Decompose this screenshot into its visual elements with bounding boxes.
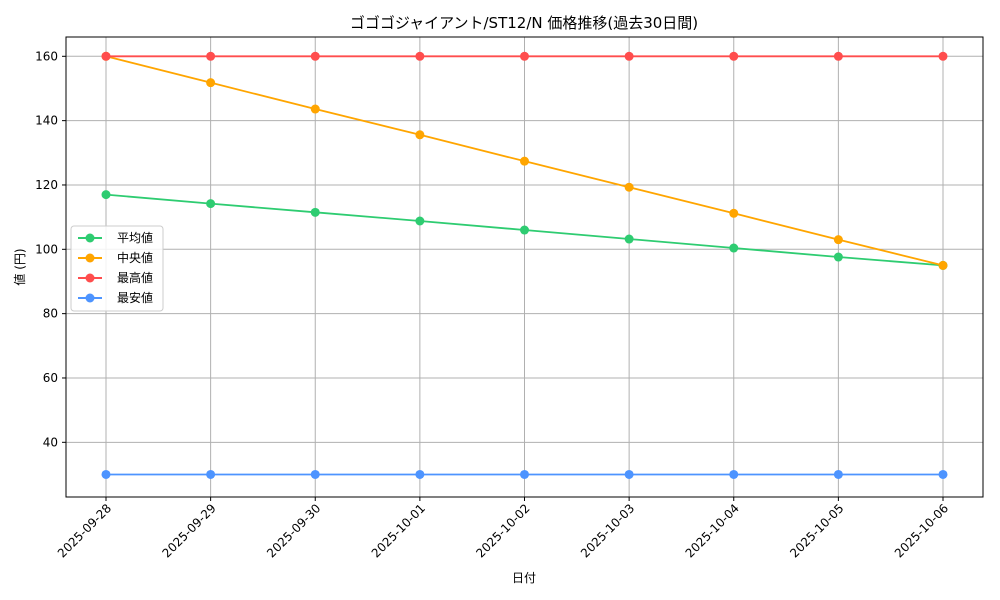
x-tick-label: 2025-10-05	[787, 501, 846, 560]
series-2	[101, 51, 948, 61]
data-point	[624, 469, 634, 479]
data-point	[833, 469, 843, 479]
legend-label: 平均値	[117, 230, 153, 245]
data-point	[624, 234, 634, 244]
y-axis-label: 値 (円)	[12, 248, 27, 285]
y-axis: 40 60 80 100 120 140 160	[35, 49, 66, 449]
data-point	[415, 51, 425, 61]
legend-label: 最安値	[117, 290, 153, 305]
data-point	[310, 207, 320, 217]
data-point	[310, 104, 320, 114]
y-tick-label: 60	[43, 371, 58, 385]
legend-marker	[85, 273, 95, 283]
data-point	[833, 252, 843, 262]
data-point	[101, 51, 111, 61]
legend-item: 平均値	[78, 230, 153, 245]
data-point	[520, 469, 529, 479]
chart-title: ゴゴゴジャイアント/ST12/N 価格推移(過去30日間)	[350, 14, 698, 32]
legend-frame	[70, 225, 164, 312]
y-tick-label: 100	[35, 242, 58, 256]
data-point	[415, 130, 425, 140]
data-point	[520, 156, 529, 166]
x-tick-label: 2025-10-06	[892, 501, 951, 560]
series-0	[101, 190, 948, 270]
legend-item: 最安値	[78, 290, 153, 305]
grid	[66, 37, 983, 497]
x-tick-label: 2025-10-04	[683, 501, 742, 560]
legend-item: 最高値	[78, 270, 153, 285]
data-point	[729, 469, 739, 479]
data-point	[206, 199, 216, 209]
data-point	[938, 51, 948, 61]
series-3	[101, 469, 948, 479]
data-point	[624, 182, 634, 192]
y-tick-label: 140	[35, 114, 58, 128]
data-point	[624, 51, 634, 61]
x-axis-label: 日付	[512, 571, 536, 585]
legend-marker	[85, 233, 95, 243]
data-point	[206, 78, 216, 88]
x-tick-label: 2025-09-28	[55, 501, 114, 560]
x-tick-label: 2025-09-29	[160, 501, 219, 560]
x-tick-label: 2025-10-03	[578, 501, 637, 560]
x-tick-label: 2025-10-01	[369, 501, 428, 560]
data-point	[101, 469, 111, 479]
legend-marker	[85, 293, 95, 303]
data-point	[310, 51, 320, 61]
legend-label: 中央値	[117, 250, 153, 265]
data-point	[729, 243, 739, 253]
data-point	[833, 235, 843, 245]
data-point	[206, 51, 216, 61]
data-point	[206, 469, 216, 479]
legend-label: 最高値	[117, 270, 153, 285]
legend-marker	[85, 253, 95, 263]
series-layer	[101, 51, 948, 479]
data-point	[415, 216, 425, 226]
data-point	[729, 51, 739, 61]
data-point	[729, 208, 739, 218]
y-tick-label: 40	[43, 435, 58, 449]
data-point	[833, 51, 843, 61]
data-point	[415, 469, 425, 479]
x-tick-label: 2025-10-02	[473, 501, 532, 560]
x-axis: 2025-09-28 2025-09-29 2025-09-30 2025-10-01…	[55, 497, 951, 560]
legend-item: 中央値	[78, 250, 153, 265]
data-point	[938, 469, 948, 479]
data-point	[520, 225, 529, 235]
x-tick-label: 2025-09-30	[264, 501, 323, 560]
y-tick-label: 120	[35, 178, 58, 192]
data-point	[938, 260, 948, 270]
data-point	[520, 51, 529, 61]
y-tick-label: 160	[35, 49, 58, 63]
y-tick-label: 80	[43, 307, 58, 321]
data-point	[101, 190, 111, 200]
data-point	[310, 469, 320, 479]
